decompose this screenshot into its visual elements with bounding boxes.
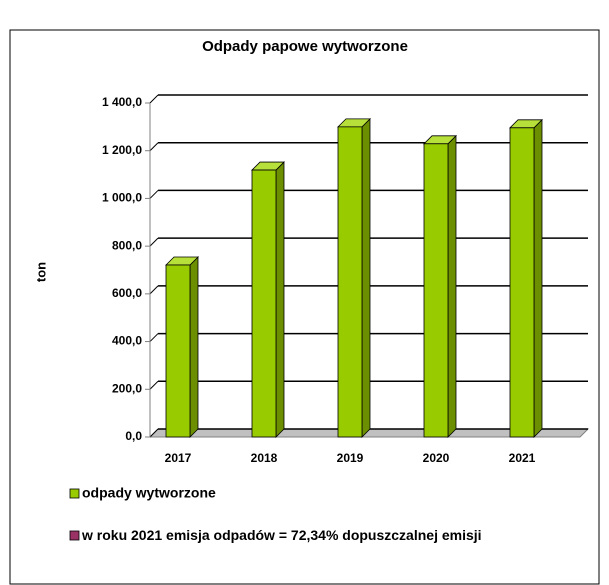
grid-line-side [149,237,159,247]
grid-line-side [149,190,159,199]
bar [251,169,277,438]
x-tick-label: 2019 [337,451,364,465]
grid-line-side [149,380,159,390]
y-tick-label: 200,0 [112,381,142,395]
bar-side [361,117,371,438]
legend-swatch [69,488,80,499]
bar [165,264,191,438]
bar-side [447,134,457,438]
y-tick-label: 0,0 [125,429,142,443]
x-tick-label: 2018 [251,451,278,465]
legend-swatch [69,530,80,541]
legend-label: w roku 2021 emisja odpadów = 72,34% dopu… [81,527,482,543]
bar-side [275,161,285,438]
chart-frame [9,29,600,585]
y-tick-label: 600,0 [112,286,142,300]
y-tick-label: 1 400,0 [102,95,142,109]
y-tick-label: 1 000,0 [102,191,142,205]
bar [337,126,363,438]
y-axis-label: ton [33,262,48,282]
bar-side [533,118,543,438]
grid-line-side [149,94,159,104]
y-tick-label: 800,0 [112,238,142,252]
y-tick-label: 400,0 [112,334,142,348]
x-tick-label: 2017 [165,451,192,465]
grid-line-side [149,285,159,295]
grid-line-side [149,333,159,342]
x-tick-label: 2021 [509,451,536,465]
bar [509,127,535,438]
bar-side [189,256,199,438]
chart-title: Odpady papowe wytworzone [202,38,408,55]
legend-label: odpady wytworzone [82,485,216,501]
y-tick-label: 1 200,0 [102,143,142,157]
grid-line-side [149,142,159,152]
bar [423,143,449,438]
x-tick-label: 2020 [423,451,450,465]
grid-line-side [149,428,159,438]
